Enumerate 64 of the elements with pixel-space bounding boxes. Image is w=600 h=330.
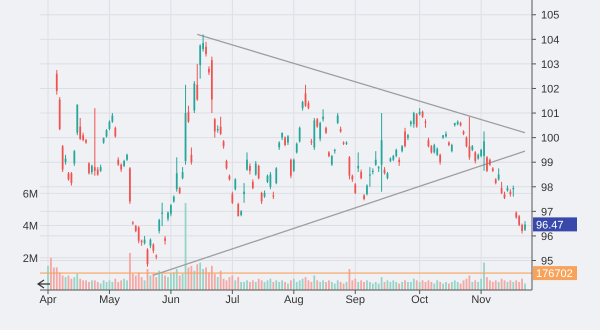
candlestick bbox=[302, 100, 304, 112]
x-tick-label: Aug bbox=[284, 294, 304, 306]
candlestick bbox=[287, 134, 289, 146]
candlestick bbox=[439, 153, 442, 166]
candlestick bbox=[226, 159, 228, 170]
candlestick bbox=[284, 136, 286, 147]
y2-tick-label: 2M bbox=[22, 252, 38, 265]
candlestick bbox=[290, 158, 292, 179]
y-tick-label: 100 bbox=[541, 132, 560, 145]
candlestick bbox=[524, 220, 526, 232]
candlestick bbox=[360, 169, 362, 180]
text: 176702 bbox=[536, 268, 573, 280]
y-tick-label: 99 bbox=[541, 157, 554, 170]
candlestick bbox=[152, 242, 154, 254]
x-tick-label: May bbox=[99, 294, 120, 306]
candlestick bbox=[486, 156, 488, 173]
candlestick bbox=[304, 84, 306, 108]
y-tick-label: 97 bbox=[541, 206, 554, 218]
x-tick-label: Nov bbox=[471, 294, 492, 306]
candlestick bbox=[322, 108, 324, 122]
x-tick-label: Sep bbox=[345, 294, 366, 306]
candlestick bbox=[88, 162, 90, 175]
y2-tick-label: 6M bbox=[22, 188, 38, 200]
candlestick bbox=[319, 121, 322, 142]
candlestick bbox=[205, 41, 207, 58]
candlestick bbox=[170, 203, 172, 217]
candlestick bbox=[260, 191, 263, 204]
candlestick bbox=[146, 248, 148, 268]
candlestick bbox=[404, 127, 406, 148]
candlestick bbox=[182, 166, 184, 180]
y-tick-label: 101 bbox=[541, 108, 560, 120]
candlestick bbox=[483, 130, 485, 172]
candlestick bbox=[188, 105, 190, 124]
x-tick-label: Apr bbox=[39, 294, 57, 306]
candlestick bbox=[161, 202, 164, 227]
y-tick-label: 104 bbox=[541, 34, 560, 46]
candlestick bbox=[90, 164, 93, 175]
candlestick bbox=[220, 116, 222, 136]
x-tick-label: Oct bbox=[411, 294, 428, 306]
candlestick bbox=[190, 146, 192, 166]
candlestick bbox=[246, 152, 248, 172]
x-tick-label: Jun bbox=[162, 294, 180, 306]
candlestick bbox=[150, 238, 152, 249]
candlestick bbox=[252, 178, 254, 190]
candlestick bbox=[500, 181, 502, 195]
candlestick bbox=[249, 162, 251, 175]
y-tick-label: 105 bbox=[541, 10, 560, 22]
candlestick bbox=[348, 156, 350, 180]
candlestick bbox=[64, 154, 66, 166]
y-tick-label: 95 bbox=[541, 256, 554, 268]
y-tick-label: 98 bbox=[541, 182, 554, 194]
candlestick bbox=[243, 182, 245, 204]
candlestick bbox=[62, 144, 64, 173]
y2-tick-label: 4M bbox=[22, 220, 38, 233]
y-tick-label: 103 bbox=[541, 58, 560, 71]
candlestick bbox=[270, 172, 272, 190]
y-tick-label: 96 bbox=[541, 230, 554, 243]
x-tick-label: Jul bbox=[225, 294, 240, 306]
y-tick-label: 102 bbox=[541, 83, 560, 96]
candlestick bbox=[70, 172, 72, 186]
candlestick bbox=[330, 154, 333, 166]
text: 96.47 bbox=[536, 219, 564, 232]
candlestick bbox=[231, 191, 234, 204]
candlestick bbox=[468, 116, 470, 160]
